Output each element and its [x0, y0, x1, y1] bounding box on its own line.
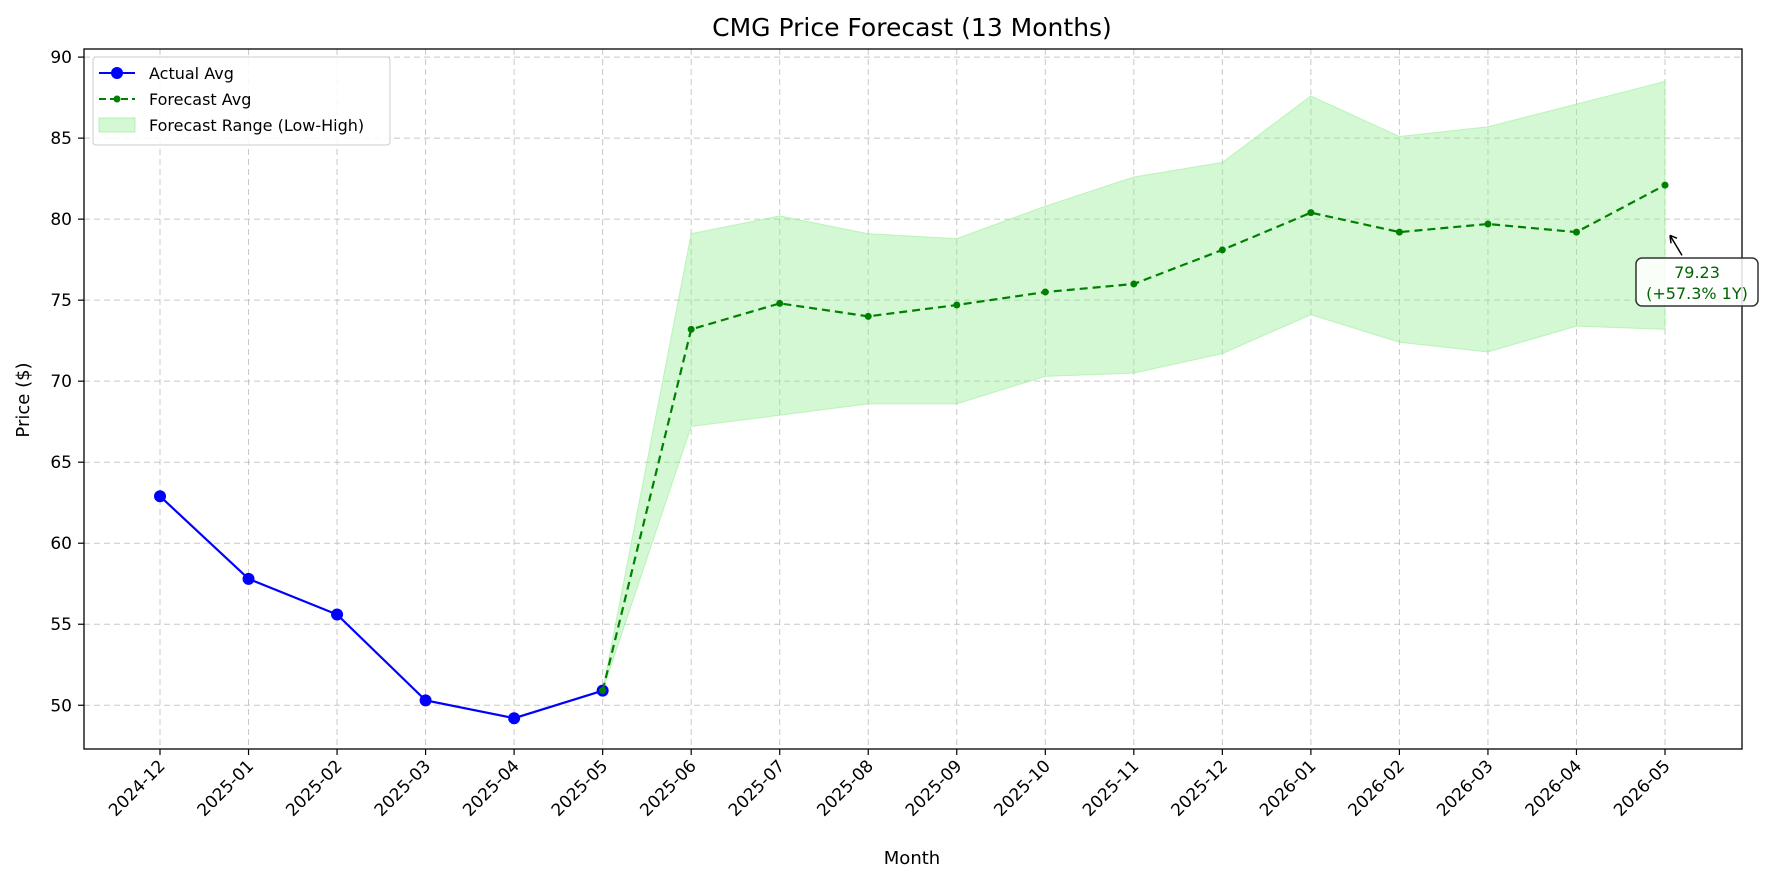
forecast-point [1395, 228, 1403, 236]
annotation: 79.23 (+57.3% 1Y) [1635, 234, 1759, 307]
legend-actual-marker [111, 67, 123, 79]
legend: Actual Avg Forecast Avg Forecast Range (… [92, 56, 391, 146]
y-tick-label: 85 [50, 129, 72, 149]
forecast-point [1218, 246, 1226, 254]
legend-band-label: Forecast Range (Low-High) [149, 116, 364, 135]
annotation-arrow [1669, 234, 1683, 256]
actual-avg-line [159, 495, 603, 720]
legend-forecast-label: Forecast Avg [149, 90, 251, 109]
y-tick-label: 60 [50, 534, 72, 554]
forecast-point [776, 299, 784, 307]
y-tick-label: 55 [50, 615, 72, 635]
forecast-point [1130, 280, 1138, 288]
forecast-point [1041, 288, 1049, 296]
annotation-change: (+57.3% 1Y) [1646, 284, 1748, 303]
forecast-point [1572, 228, 1580, 236]
y-tick-label: 80 [50, 210, 72, 230]
forecast-point [1307, 209, 1315, 217]
legend-actual-label: Actual Avg [149, 64, 234, 83]
actual-point [242, 572, 255, 585]
actual-point [508, 712, 521, 725]
y-tick-label: 50 [50, 696, 72, 716]
x-axis-label: Month [884, 848, 940, 869]
y-tick-label: 65 [50, 453, 72, 473]
actual-point [154, 490, 166, 503]
y-axis-label: Price ($) [13, 362, 34, 437]
annotation-box [1635, 257, 1759, 307]
forecast-point [1661, 181, 1669, 189]
forecast-point [599, 687, 607, 695]
y-tick-label: 75 [50, 291, 72, 311]
actual-point [331, 608, 344, 621]
forecast-point [1484, 220, 1492, 228]
forecast-point [864, 312, 872, 320]
legend-forecast-marker [113, 95, 121, 103]
plot-frame [83, 48, 1743, 750]
annotation-value: 79.23 [1674, 263, 1720, 282]
forecast-point [687, 325, 695, 333]
actual-point [419, 694, 432, 707]
forecast-point [953, 301, 961, 309]
chart-title: CMG Price Forecast (13 Months) [712, 13, 1112, 42]
legend-band-swatch [98, 117, 136, 133]
y-tick-label: 90 [50, 48, 72, 68]
y-tick-label: 70 [50, 372, 72, 392]
